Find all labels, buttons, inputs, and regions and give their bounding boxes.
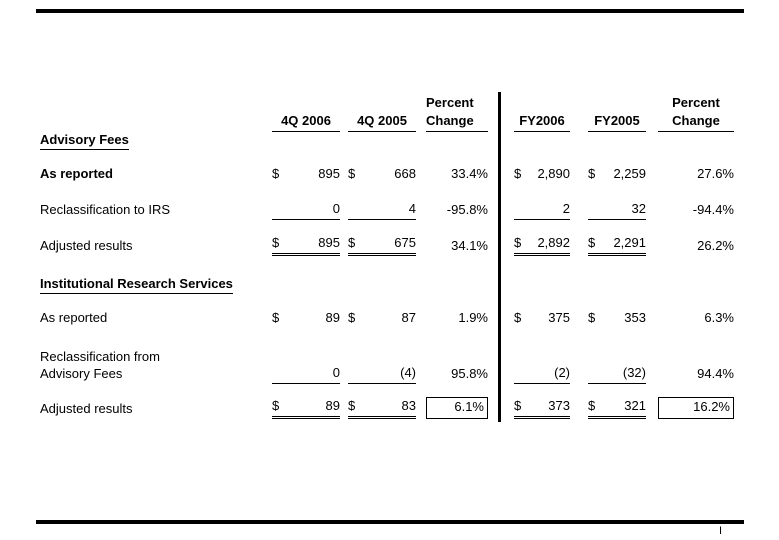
dollar-sign: $ [348, 235, 356, 250]
fy2005-value: (32) [588, 364, 646, 384]
fy2006-value: (2) [514, 364, 570, 384]
col-header-percent-1: Percent [426, 95, 474, 110]
header-row-columns: 4Q 2006 4Q 2005 Change FY2006 FY2005 Cha… [40, 112, 734, 132]
pct-change-q: 95.8% [451, 366, 488, 381]
q2005-value: (4) [348, 364, 416, 384]
col-header-change-1: Change [426, 112, 488, 132]
dollar-sign: $ [514, 310, 522, 325]
pct-change-q: 1.9% [458, 310, 488, 325]
q2006-value: 0 [272, 364, 340, 384]
fy2006-value: $2,892 [514, 235, 570, 256]
pct-change-q: 34.1% [451, 238, 488, 253]
dollar-sign: $ [588, 235, 596, 250]
dollar-sign: $ [272, 310, 280, 325]
header-spacer [40, 112, 272, 132]
pct-change-fy: 27.6% [697, 166, 734, 181]
header-spacer [40, 93, 272, 113]
dollar-sign: $ [588, 310, 596, 325]
q2005-value: $87 [348, 310, 416, 325]
q2005-value: $668 [348, 166, 416, 181]
row-label: Adjusted results [40, 238, 133, 253]
q2005-value: $675 [348, 235, 416, 256]
table-row: Reclassification from Advisory Fees 0 (4… [40, 349, 734, 384]
row-label: Reclassification from Advisory Fees [40, 349, 160, 381]
q2006-value: 0 [272, 200, 340, 220]
column-divider-rule [498, 92, 501, 422]
dollar-sign: $ [272, 166, 280, 181]
pct-change-q: -95.8% [446, 202, 488, 217]
col-header-fy2005: FY2005 [588, 112, 646, 132]
q2006-value: $89 [272, 310, 340, 325]
top-rule [36, 9, 744, 13]
header-row-percent: Percent Percent [40, 93, 734, 113]
fy2005-value: $2,259 [588, 166, 646, 181]
table-row: As reported $895 $668 33.4% $2,890 $2,25… [40, 164, 734, 184]
pct-change-q: 33.4% [451, 166, 488, 181]
q2005-value: $83 [348, 398, 416, 419]
dollar-sign: $ [348, 398, 356, 413]
q2005-value: 4 [348, 200, 416, 220]
pct-change-fy-highlighted: 16.2% [658, 397, 734, 419]
fy2006-value: $375 [514, 310, 570, 325]
fy2005-value: $321 [588, 398, 646, 419]
dollar-sign: $ [348, 166, 356, 181]
row-label: Reclassification to IRS [40, 202, 171, 217]
fy2005-value: $2,291 [588, 235, 646, 256]
q2006-value: $89 [272, 398, 340, 419]
row-label: Adjusted results [40, 401, 133, 416]
pct-change-fy: -94.4% [692, 202, 734, 217]
fy2006-value: 2 [514, 200, 570, 220]
dollar-sign: $ [272, 398, 280, 413]
section-title-advisory-fees: Advisory Fees [40, 132, 129, 150]
col-header-change-2: Change [658, 112, 734, 132]
q2006-value: $895 [272, 235, 340, 256]
dollar-sign: $ [514, 235, 522, 250]
dollar-sign: $ [514, 166, 522, 181]
row-label: As reported [40, 166, 113, 181]
col-header-percent-2: Percent [672, 95, 720, 110]
col-header-fy2006: FY2006 [514, 112, 570, 132]
col-header-4q2006: 4Q 2006 [272, 112, 340, 132]
dollar-sign: $ [272, 235, 280, 250]
table-row: Adjusted results $89 $83 6.1% $373 $321 … [40, 397, 734, 419]
fy2005-value: 32 [588, 200, 646, 220]
dollar-sign: $ [514, 398, 522, 413]
table-row: As reported $89 $87 1.9% $375 $353 6.3% [40, 308, 734, 328]
fy2006-value: $373 [514, 398, 570, 419]
table-row: Adjusted results $895 $675 34.1% $2,892 … [40, 235, 734, 256]
col-header-4q2005: 4Q 2005 [348, 112, 416, 132]
dollar-sign: $ [588, 398, 596, 413]
table-row: Reclassification to IRS 0 4 -95.8% 2 32 … [40, 200, 734, 220]
pct-change-q-highlighted: 6.1% [426, 397, 488, 419]
fy2005-value: $353 [588, 310, 646, 325]
section-title-institutional-research: Institutional Research Services [40, 276, 233, 294]
q2006-value: $895 [272, 166, 340, 181]
footer-page-mark: I [719, 525, 723, 537]
pct-change-fy: 94.4% [697, 366, 734, 381]
dollar-sign: $ [348, 310, 356, 325]
pct-change-fy: 6.3% [704, 310, 734, 325]
fy2006-value: $2,890 [514, 166, 570, 181]
bottom-rule [36, 520, 744, 524]
pct-change-fy: 26.2% [697, 238, 734, 253]
dollar-sign: $ [588, 166, 596, 181]
row-label: As reported [40, 310, 108, 325]
